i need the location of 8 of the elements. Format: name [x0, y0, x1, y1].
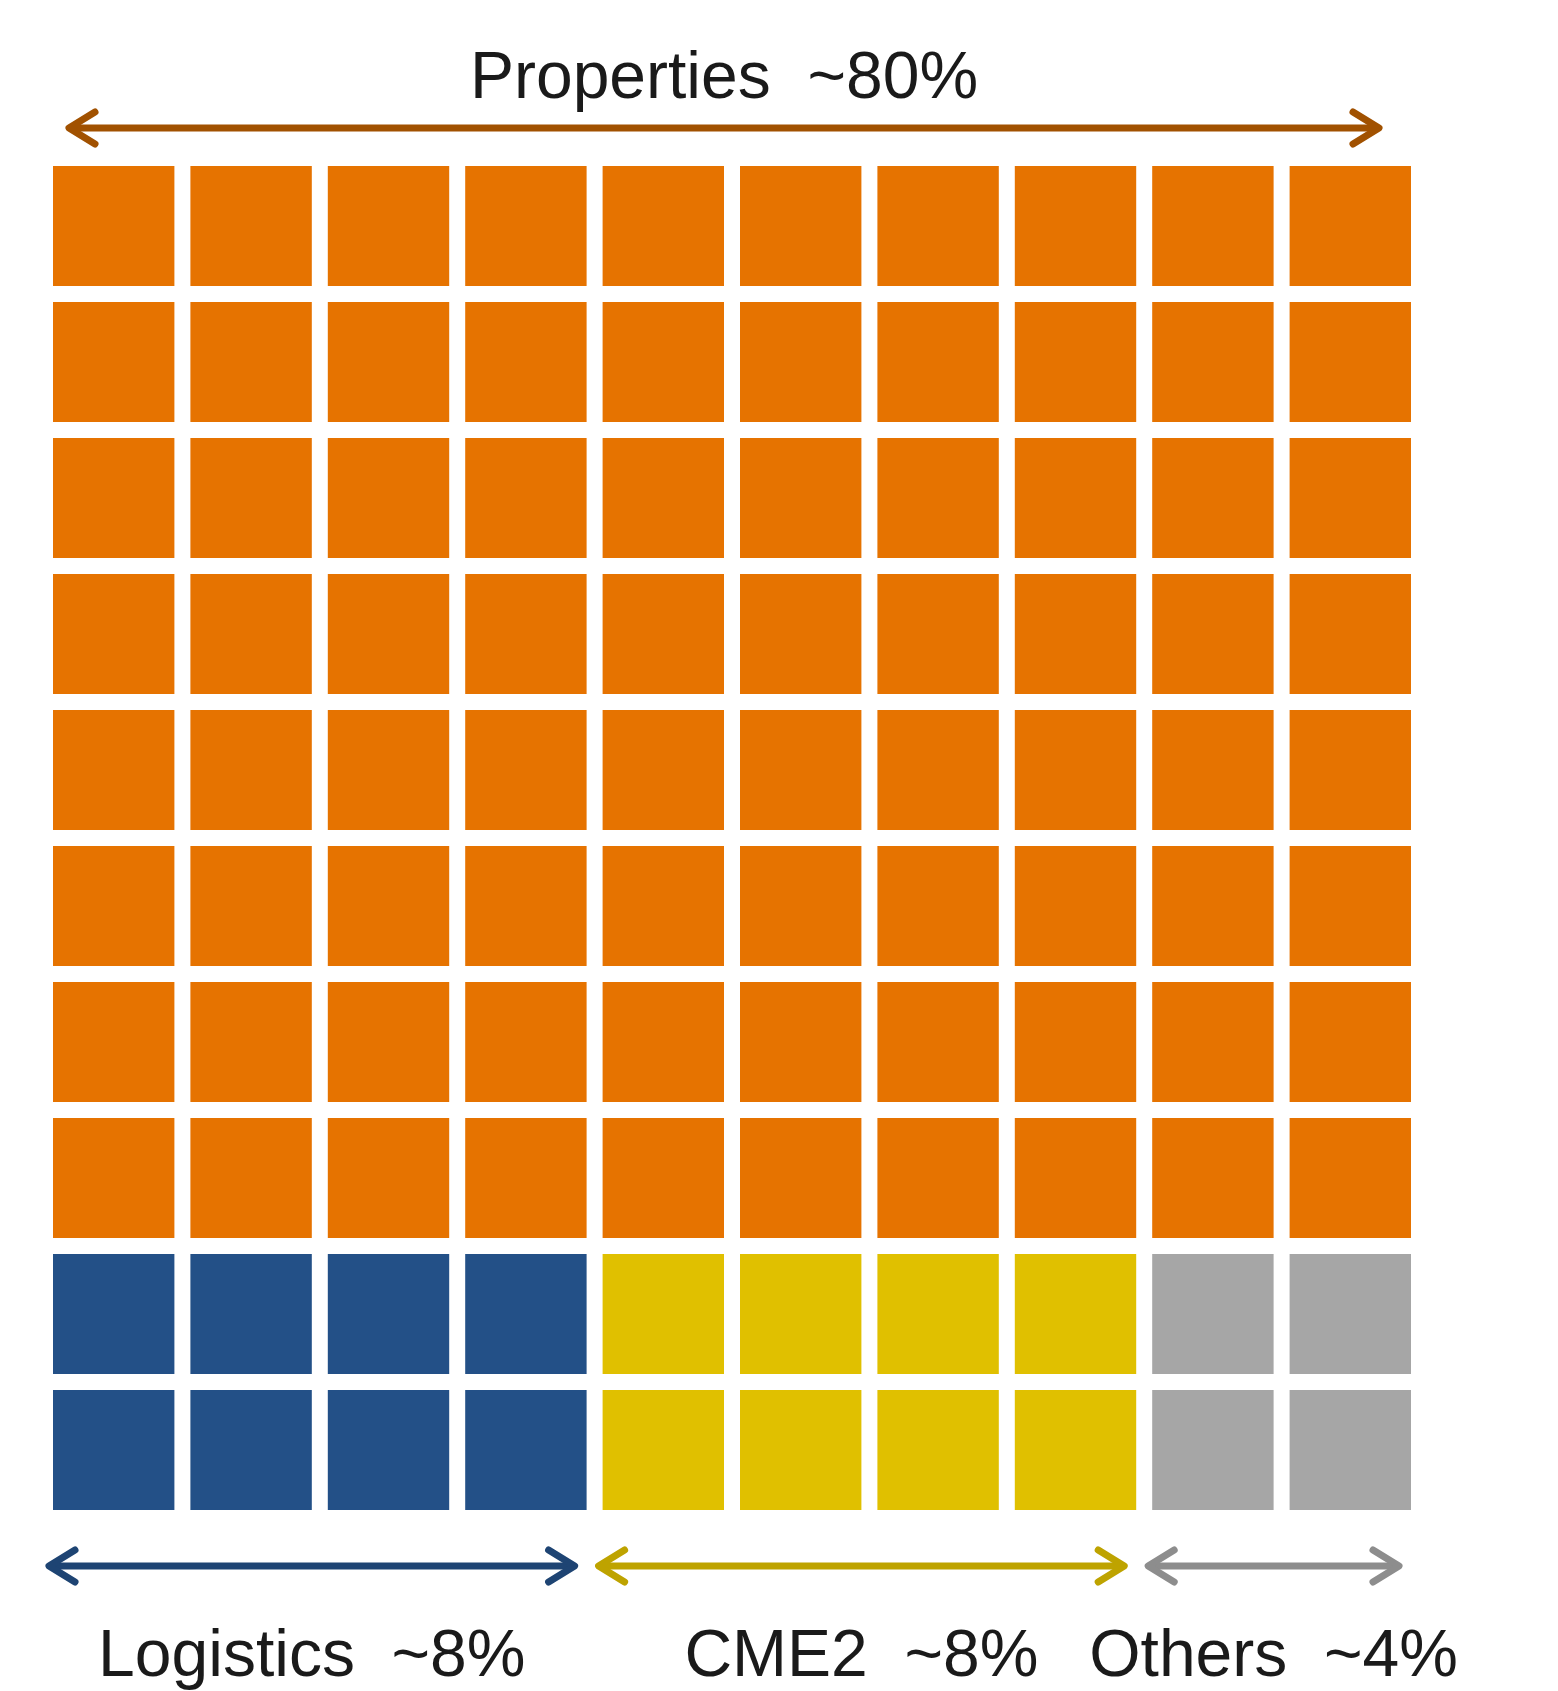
data-label: ~80%	[807, 38, 979, 112]
category-label: Others	[1089, 1616, 1288, 1690]
category-label: Properties	[469, 38, 771, 112]
category-label: CME2	[684, 1616, 868, 1690]
data-label: ~8%	[904, 1616, 1039, 1690]
data-label: ~4%	[1324, 1616, 1458, 1690]
data-label: ~8%	[391, 1616, 526, 1690]
category-label: Logistics	[98, 1616, 355, 1690]
